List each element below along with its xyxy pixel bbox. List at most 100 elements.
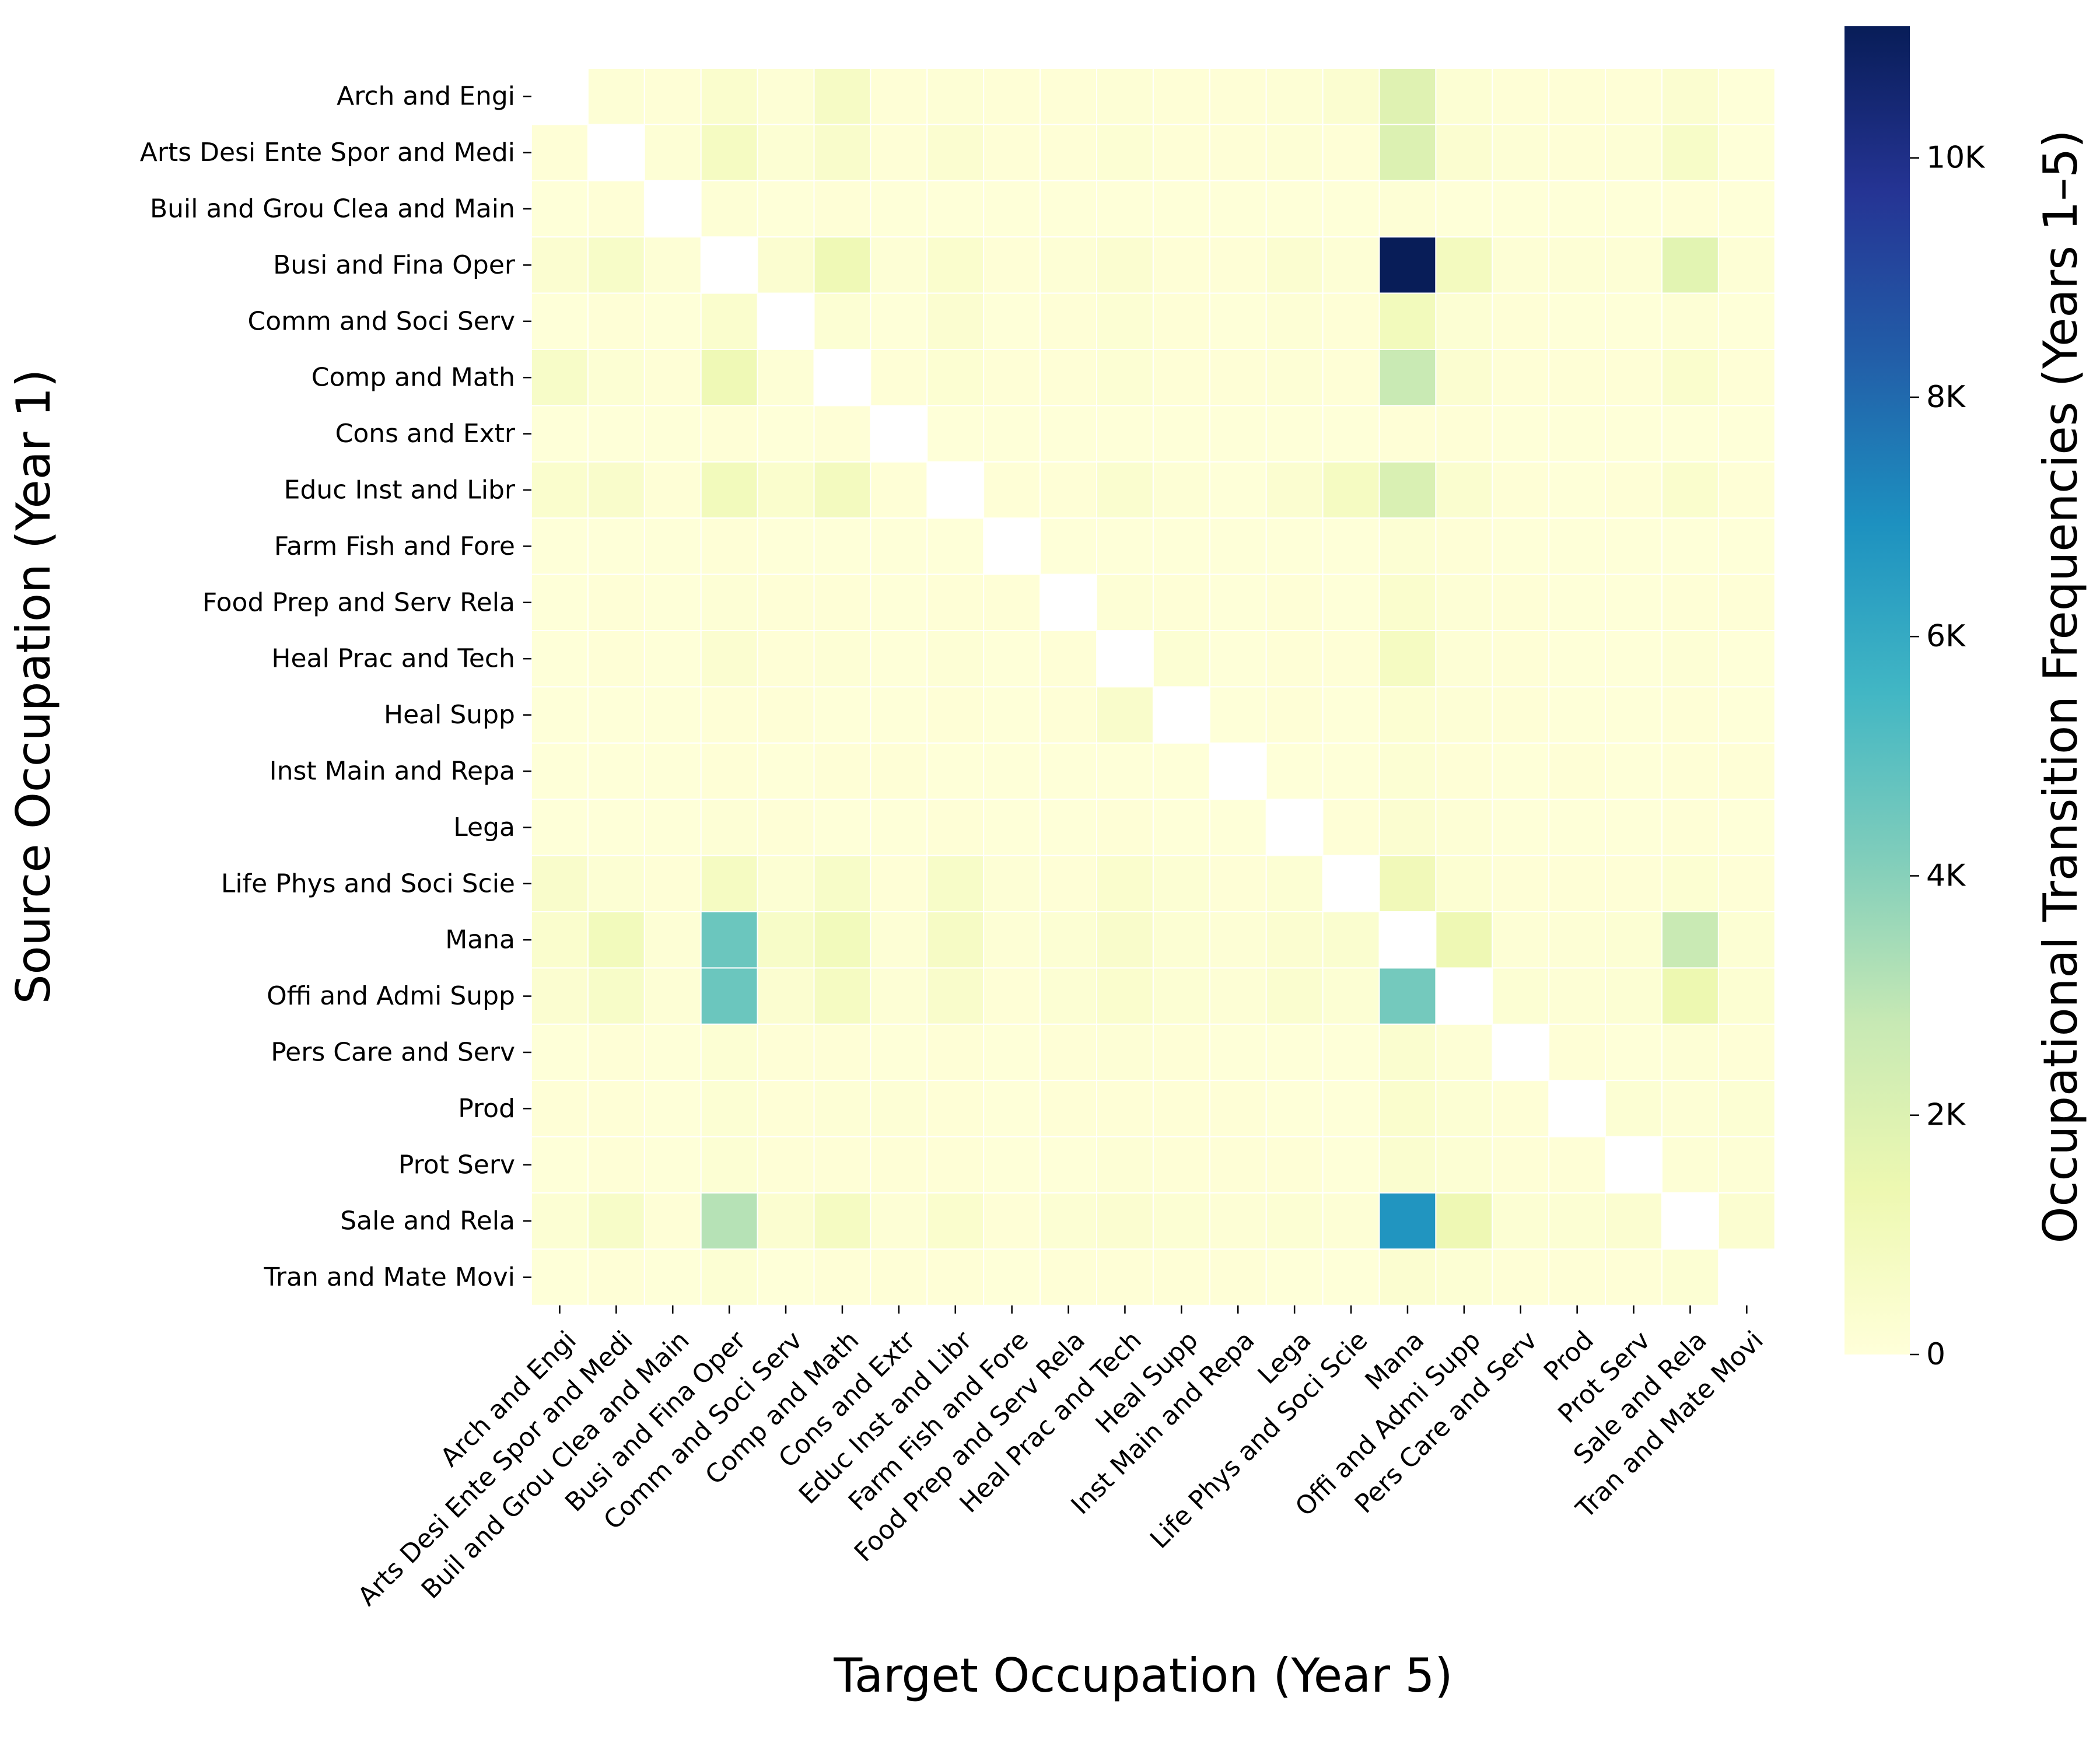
heatmap-cell [1435, 405, 1493, 463]
colorbar-tick-label: 8K [1926, 380, 1966, 415]
heatmap-cell [587, 517, 645, 575]
heatmap-cell [587, 967, 645, 1025]
heatmap-cell [1717, 236, 1776, 294]
heatmap-cell [926, 573, 985, 631]
heatmap-cell [983, 1192, 1041, 1250]
heatmap-cell [870, 517, 928, 575]
heatmap-cell [1152, 349, 1210, 407]
heatmap-cell [757, 68, 815, 125]
heatmap-cell [926, 517, 985, 575]
heatmap-cell [1605, 180, 1663, 238]
heatmap-cell [757, 573, 815, 631]
heatmap-cell [1435, 1080, 1493, 1138]
heatmap-cell [1435, 799, 1493, 856]
heatmap-cell [1040, 124, 1097, 181]
heatmap-cell [1661, 349, 1719, 407]
heatmap-cell [926, 855, 985, 912]
heatmap-cell [926, 405, 985, 463]
heatmap-cell [643, 573, 702, 631]
y-tick-label: Heal Prac and Tech [271, 644, 515, 674]
heatmap-cell [1435, 1023, 1493, 1082]
heatmap-cell [1322, 911, 1380, 969]
heatmap-cell [587, 292, 645, 351]
heatmap-cell [757, 967, 815, 1025]
heatmap-cell [1322, 1023, 1380, 1082]
heatmap-cell [1605, 405, 1663, 463]
heatmap-cell [1152, 461, 1210, 519]
heatmap-cell [1265, 68, 1324, 125]
heatmap-cell [1378, 292, 1437, 351]
y-tick-label: Tran and Mate Movi [264, 1262, 515, 1292]
heatmap-cell [1605, 1192, 1663, 1250]
heatmap-cell [1322, 236, 1380, 294]
heatmap-cell [870, 573, 928, 631]
heatmap-cell [1378, 1248, 1437, 1306]
heatmap-cell [1378, 1023, 1437, 1082]
heatmap-cell [983, 236, 1041, 294]
heatmap-cell [643, 686, 702, 744]
heatmap-cell [643, 1248, 702, 1306]
heatmap-cell [1492, 68, 1550, 125]
heatmap-cell [1322, 124, 1380, 181]
heatmap-cell [1435, 180, 1493, 238]
heatmap-cell [926, 180, 985, 238]
heatmap-cell [983, 1080, 1041, 1138]
heatmap-cell [983, 349, 1041, 407]
heatmap-cell [1096, 573, 1154, 631]
heatmap-cell [1209, 855, 1267, 912]
heatmap-cell [1492, 236, 1550, 294]
heatmap-cell [700, 573, 758, 631]
heatmap-cell [1661, 799, 1719, 856]
heatmap-cell [1661, 1023, 1719, 1082]
heatmap-cell [1209, 1136, 1267, 1194]
heatmap-cell [1717, 461, 1776, 519]
heatmap-cell [1040, 292, 1097, 351]
heatmap-cell [1378, 124, 1437, 181]
heatmap-cell [1492, 124, 1550, 181]
heatmap-cell [1096, 1023, 1154, 1082]
heatmap-cell [1209, 630, 1267, 688]
heatmap-cell [757, 1136, 815, 1194]
heatmap-cell [1661, 967, 1719, 1025]
heatmap-cell [1322, 686, 1380, 744]
heatmap-cell [1435, 68, 1493, 125]
heatmap-cell [813, 630, 872, 688]
heatmap-cell [700, 799, 758, 856]
heatmap-cell [587, 630, 645, 688]
heatmap-cell [1435, 124, 1493, 181]
heatmap-cell [1265, 911, 1324, 969]
heatmap-cell [1492, 855, 1550, 912]
y-axis-label: Source Occupation (Year 1) [6, 369, 61, 1004]
heatmap-cell [1096, 799, 1154, 856]
heatmap-cell [757, 742, 815, 800]
heatmap-cell [1040, 68, 1097, 125]
heatmap-cell [1378, 68, 1437, 125]
heatmap-cell [1435, 1248, 1493, 1306]
heatmap-cell [757, 349, 815, 407]
heatmap-cell [531, 236, 589, 294]
heatmap-cell [643, 742, 702, 800]
heatmap-cell [700, 1080, 758, 1138]
heatmap-cell [1661, 517, 1719, 575]
heatmap-cell [1152, 855, 1210, 912]
heatmap-cell [813, 855, 872, 912]
heatmap-cell [643, 292, 702, 351]
heatmap-cell [1492, 1248, 1550, 1306]
heatmap-cell [1435, 461, 1493, 519]
y-tick-label: Prod [458, 1094, 515, 1124]
heatmap-cell [757, 405, 815, 463]
heatmap-cell [813, 742, 872, 800]
heatmap-cell [1435, 855, 1493, 912]
heatmap-cell [643, 1023, 702, 1082]
heatmap-cell [531, 1136, 589, 1194]
heatmap-cell [757, 461, 815, 519]
heatmap-cell [1322, 1136, 1380, 1194]
heatmap-cell [1605, 461, 1663, 519]
y-tick-label: Comm and Soci Serv [248, 306, 516, 336]
y-tick-label: Mana [445, 925, 515, 955]
heatmap-cell [1040, 461, 1097, 519]
heatmap-cell [1435, 911, 1493, 969]
heatmap-cell [1322, 1248, 1380, 1306]
heatmap-cell [757, 1192, 815, 1250]
